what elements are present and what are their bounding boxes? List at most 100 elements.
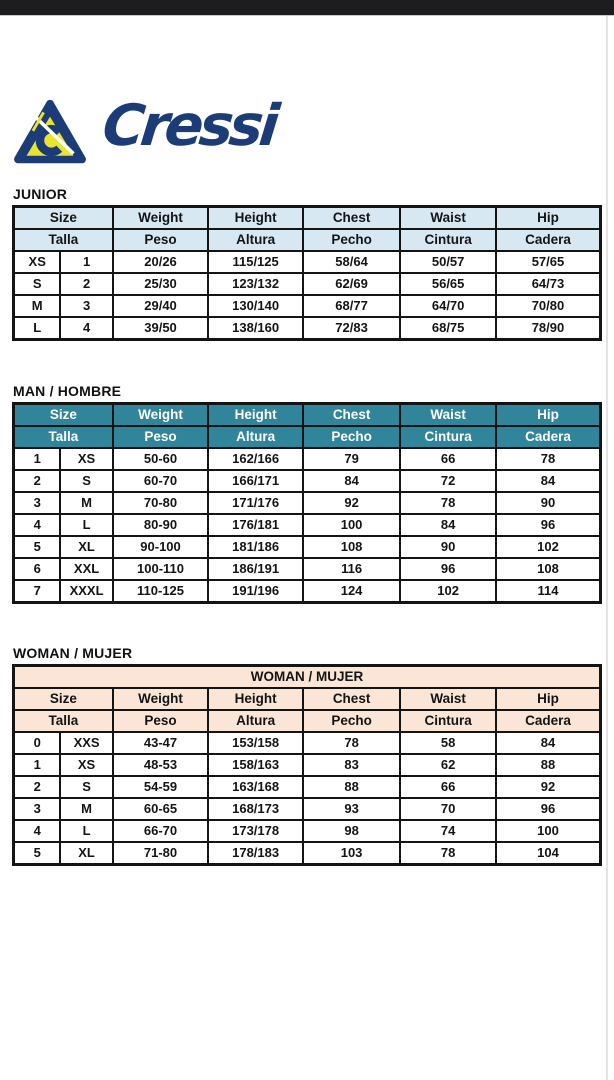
table-cell: 138/160 <box>207 316 304 341</box>
col-header-es: Cintura <box>399 425 497 449</box>
table-row: 2 S 60-70 166/171 84 72 84 <box>12 469 602 493</box>
table-cell: XL <box>59 535 114 559</box>
man-size-table: Size Weight Height Chest Waist Hip Talla Peso Al… <box>12 402 602 604</box>
col-header-en: Waist <box>399 402 497 427</box>
table-cell: 108 <box>301 535 402 559</box>
table-cell: 80-90 <box>111 513 210 537</box>
table-cell: 84 <box>399 513 497 537</box>
section-junior: JUNIOR Size Weight Height Chest Waist Hip Tall… <box>12 186 602 341</box>
table-cell: 166/171 <box>207 469 304 493</box>
table-row: 1 XS 50-60 162/166 79 66 78 <box>12 447 602 471</box>
table-cell: 178/183 <box>207 841 304 866</box>
table-cell: 66 <box>399 447 497 471</box>
table-row: S 2 25/30 123/132 62/69 56/65 64/73 <box>12 272 602 296</box>
table-cell: 72 <box>399 469 497 493</box>
table-cell: 1 <box>12 447 62 471</box>
col-header-en: Hip <box>494 205 602 230</box>
table-cell: XS <box>59 753 114 777</box>
table-cell: 48-53 <box>111 753 210 777</box>
col-header-en: Hip <box>494 402 602 427</box>
table-cell: 1 <box>12 753 62 777</box>
table-cell: 54-59 <box>111 775 210 799</box>
table-cell: 100 <box>494 819 602 843</box>
brand-logo: Cressi <box>13 93 278 168</box>
table-row: 7 XXXL 110-125 191/196 124 102 114 <box>12 579 602 604</box>
table-cell: 102 <box>494 535 602 559</box>
table-cell: 64/70 <box>399 294 497 318</box>
col-header-en: Weight <box>111 402 210 427</box>
table-cell: 66-70 <box>111 819 210 843</box>
brand-wordmark: Cressi <box>99 93 279 159</box>
table-cell: 7 <box>12 579 62 604</box>
table-cell: 158/163 <box>207 753 304 777</box>
table-cell: XS <box>59 447 114 471</box>
header-row-en: Size Weight Height Chest Waist Hip <box>12 402 602 427</box>
col-header-es: Talla <box>12 228 114 252</box>
col-header-en: Waist <box>399 205 497 230</box>
col-header-es: Cintura <box>399 709 497 733</box>
col-header-es: Cadera <box>494 709 602 733</box>
top-bar <box>0 0 614 16</box>
col-header-es: Cadera <box>494 228 602 252</box>
table-cell: 0 <box>12 731 62 755</box>
scrollbar-track[interactable] <box>606 16 608 1080</box>
table-cell: 90 <box>494 491 602 515</box>
table-cell: 71-80 <box>111 841 210 866</box>
col-header-en: Size <box>12 205 114 230</box>
table-cell: 4 <box>12 513 62 537</box>
col-header-es: Talla <box>12 709 114 733</box>
table-cell: M <box>12 294 62 318</box>
table-cell: 96 <box>494 797 602 821</box>
table-row: 1 XS 48-53 158/163 83 62 88 <box>12 753 602 777</box>
col-header-en: Height <box>207 402 304 427</box>
table-cell: 114 <box>494 579 602 604</box>
section-label-woman: WOMAN / MUJER <box>13 645 133 661</box>
col-header-es: Pecho <box>301 425 402 449</box>
table-cell: S <box>12 272 62 296</box>
woman-size-table: WOMAN / MUJER Size Weight Height Chest Waist H… <box>12 664 602 866</box>
col-header-es: Peso <box>111 228 210 252</box>
col-header-es: Altura <box>207 425 304 449</box>
header-row-en: Size Weight Height Chest Waist Hip <box>12 687 602 711</box>
table-cell: 64/73 <box>494 272 602 296</box>
header-row-en: Size Weight Height Chest Waist Hip <box>12 205 602 230</box>
table-cell: 60-65 <box>111 797 210 821</box>
table-cell: 56/65 <box>399 272 497 296</box>
table-cell: 191/196 <box>207 579 304 604</box>
col-header-en: Weight <box>111 205 210 230</box>
col-header-es: Cadera <box>494 425 602 449</box>
table-cell: L <box>12 316 62 341</box>
table-row: 5 XL 90-100 181/186 108 90 102 <box>12 535 602 559</box>
table-cell: 2 <box>12 775 62 799</box>
table-cell: 70 <box>399 797 497 821</box>
table-cell: 123/132 <box>207 272 304 296</box>
table-cell: 68/77 <box>301 294 402 318</box>
table-cell: XXXL <box>59 579 114 604</box>
section-label-junior: JUNIOR <box>13 186 68 202</box>
table-cell: 163/168 <box>207 775 304 799</box>
table-cell: 78 <box>494 447 602 471</box>
section-label-man: MAN / HOMBRE <box>13 383 122 399</box>
table-cell: 88 <box>494 753 602 777</box>
table-cell: 171/176 <box>207 491 304 515</box>
col-header-es: Altura <box>207 228 304 252</box>
table-row: XS 1 20/26 115/125 58/64 50/57 57/65 <box>12 250 602 274</box>
table-cell: 62 <box>399 753 497 777</box>
header-row-es: Talla Peso Altura Pecho Cintura Cadera <box>12 425 602 449</box>
table-row: 5 XL 71-80 178/183 103 78 104 <box>12 841 602 866</box>
col-header-en: Chest <box>301 205 402 230</box>
table-cell: 25/30 <box>111 272 210 296</box>
table-cell: 162/166 <box>207 447 304 471</box>
table-cell: S <box>59 469 114 493</box>
col-header-es: Talla <box>12 425 114 449</box>
table-cell: 90 <box>399 535 497 559</box>
table-cell: 68/75 <box>399 316 497 341</box>
table-cell: 110-125 <box>111 579 210 604</box>
table-cell: 60-70 <box>111 469 210 493</box>
section-man: MAN / HOMBRE Size Weight Height Chest Waist H… <box>12 383 602 604</box>
col-header-en: Weight <box>111 687 210 711</box>
table-row: 3 M 60-65 168/173 93 70 96 <box>12 797 602 821</box>
col-header-en: Size <box>12 402 114 427</box>
table-cell: 1 <box>59 250 114 274</box>
table-cell: 78 <box>301 731 402 755</box>
